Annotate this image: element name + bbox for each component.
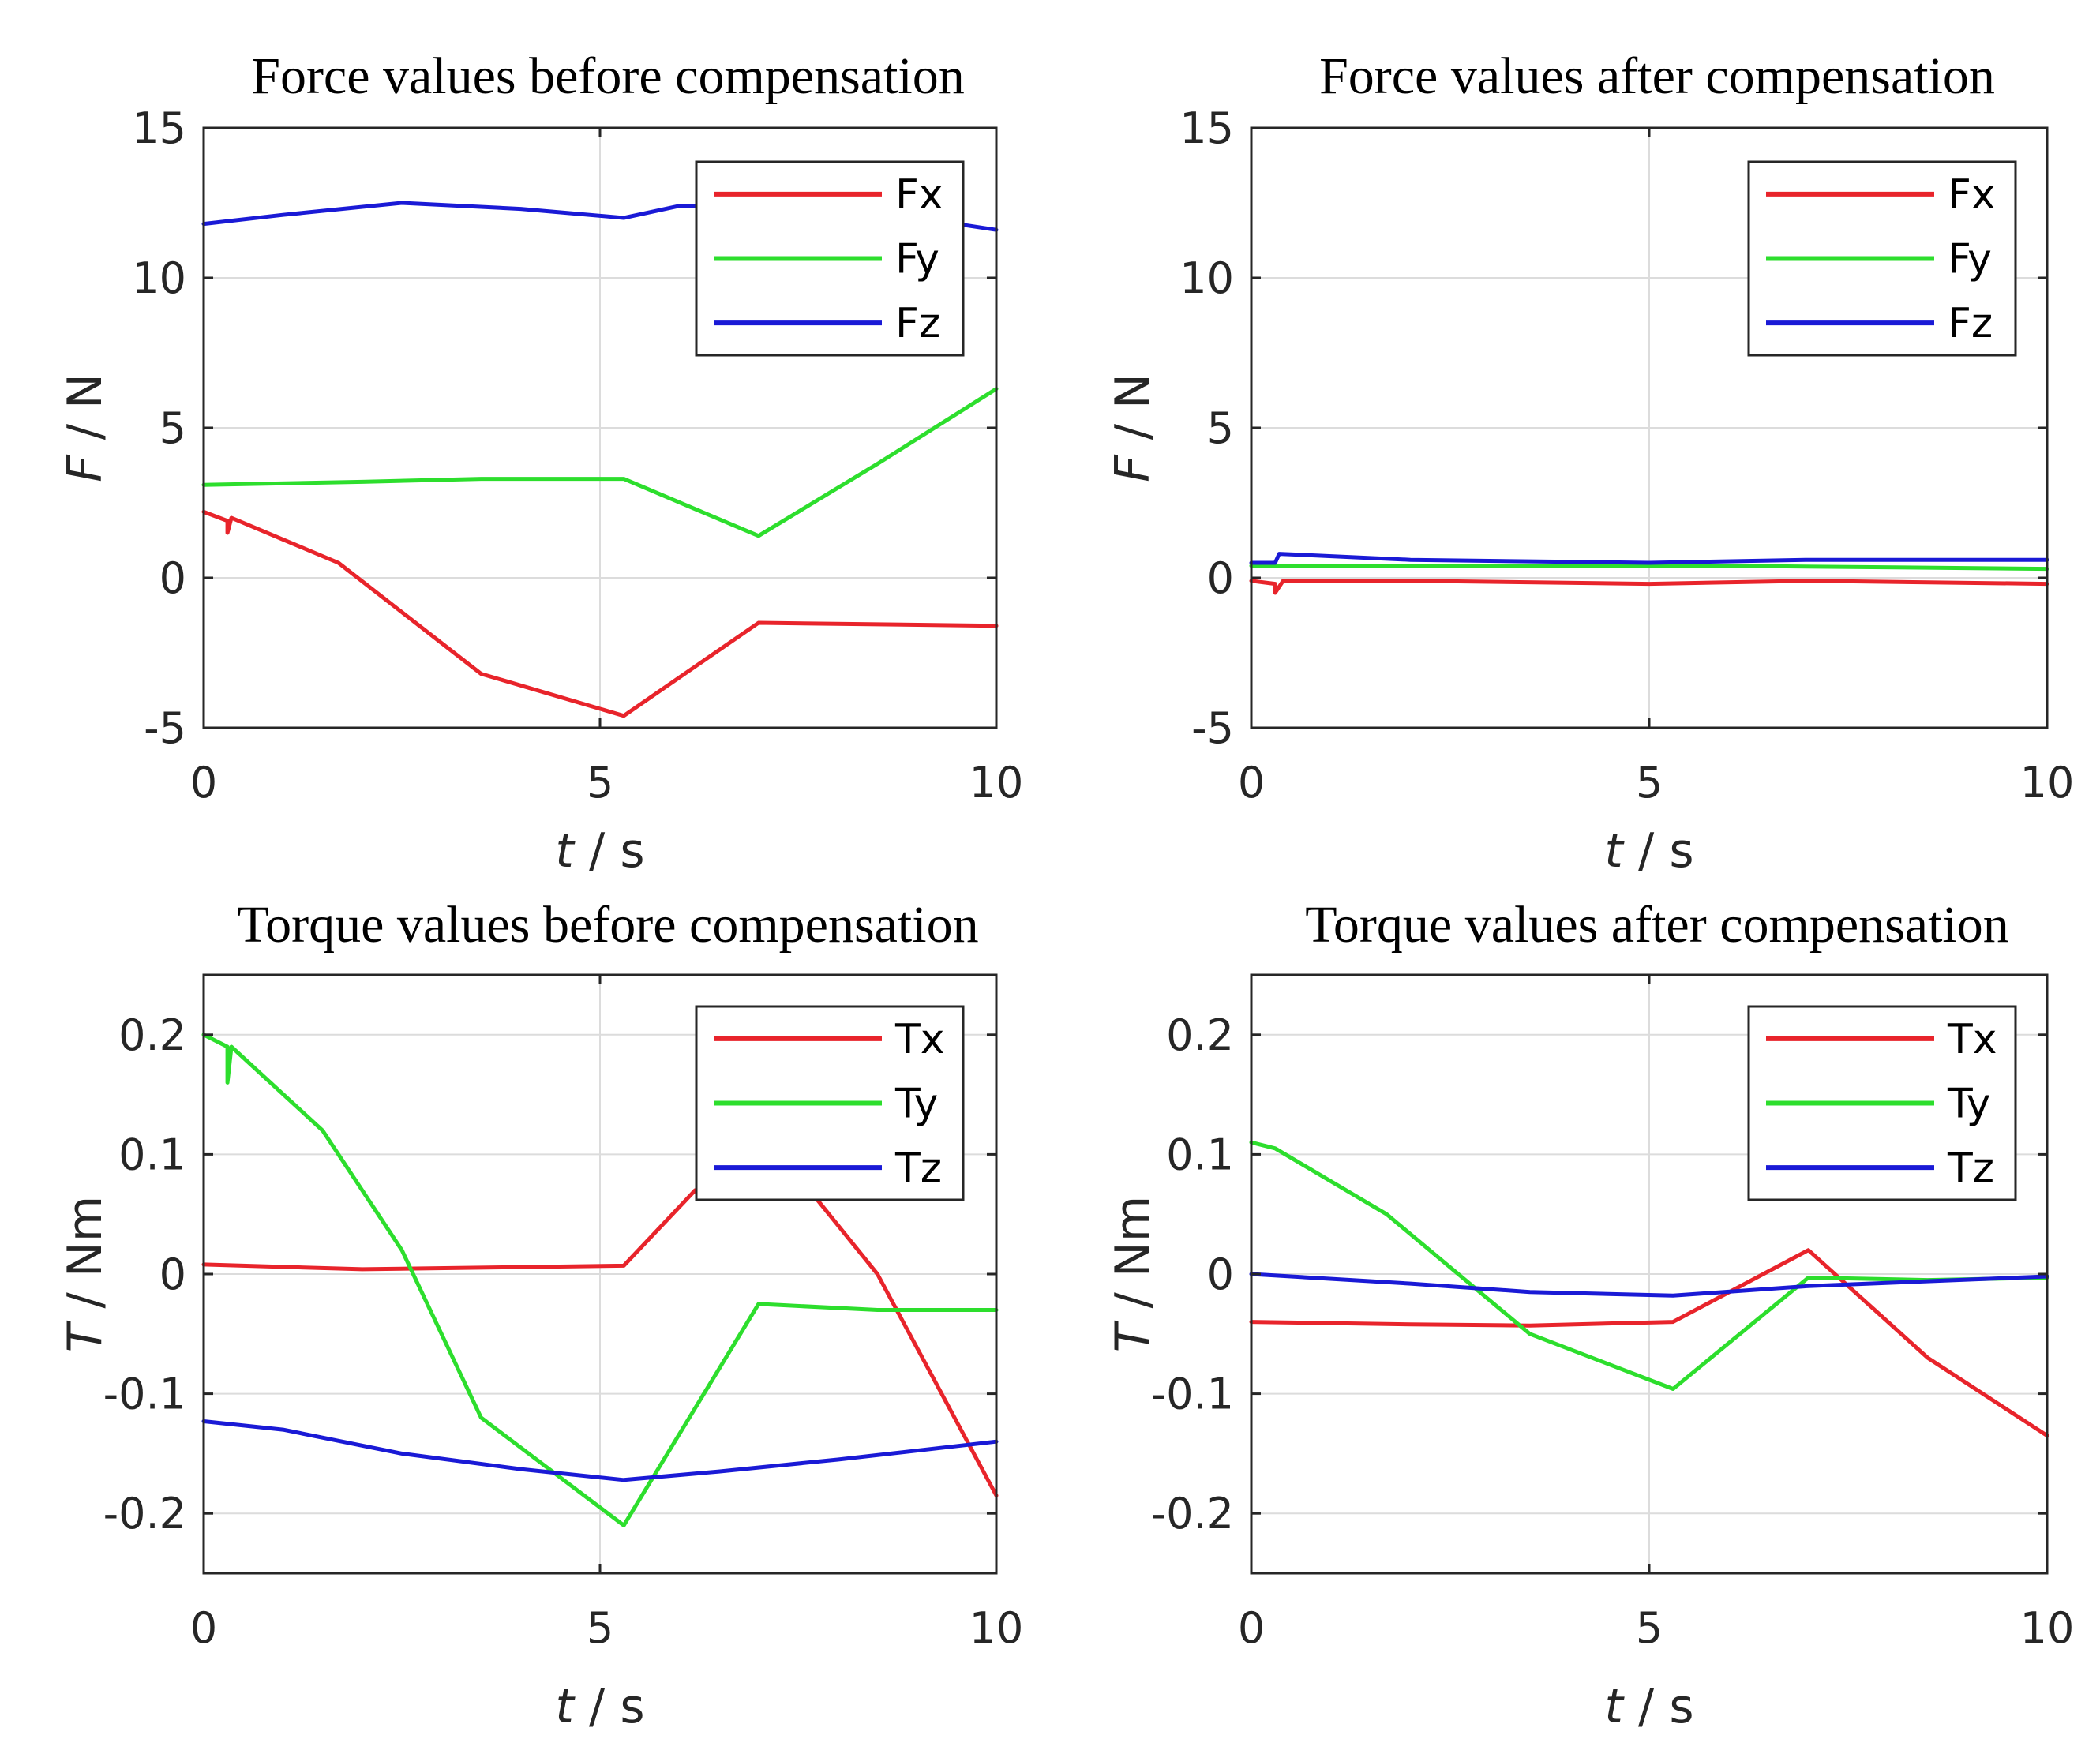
legend-label-fz: Fz	[895, 300, 940, 347]
x-tick-label: 10	[969, 1603, 1024, 1653]
y-axis-label: F / N	[1105, 373, 1161, 482]
chart-title: Force values after compensation	[1319, 47, 1995, 105]
x-axis-unit: / s	[574, 1679, 645, 1734]
legend: Tx Ty Tz	[695, 1005, 965, 1201]
legend-label-ty: Ty	[894, 1081, 938, 1128]
y-tick-label: 0	[1207, 553, 1234, 603]
x-axis-label: t / s	[555, 823, 644, 879]
y-axis-label: F / N	[58, 373, 113, 482]
chart-panel-3: 0 5 10 -0.2 -0.1 0 0.1 0.2 Torque values before …	[58, 896, 1023, 1734]
chart-title: Torque values before compensation	[237, 896, 978, 954]
y-axis-variable: F	[1105, 454, 1161, 482]
legend: Fx Fy Fz	[1747, 160, 2017, 357]
series-line-ty	[201, 1033, 999, 1527]
x-tick-label: 0	[1238, 1603, 1265, 1653]
y-tick-label: 5	[159, 403, 186, 453]
y-tick-label: 0.2	[1166, 1010, 1234, 1060]
y-tick-label: 0.2	[118, 1010, 186, 1060]
x-tick-label: 0	[190, 1603, 217, 1653]
x-axis-unit: / s	[1623, 1679, 1694, 1734]
x-tick-label: 5	[587, 758, 613, 808]
x-tick-label: 10	[2020, 758, 2075, 808]
x-axis-variable: t	[1604, 1679, 1625, 1734]
series-line-ty	[1249, 1140, 2049, 1391]
legend-label-fy: Fy	[1948, 236, 1992, 283]
x-axis-unit: / s	[574, 823, 645, 879]
series-line-tz	[201, 1419, 999, 1482]
x-tick-label: 5	[1636, 1603, 1663, 1653]
y-tick-label: -0.2	[103, 1489, 186, 1538]
y-tick-label: 0	[159, 1250, 186, 1299]
y-axis-label: T / Nm	[58, 1196, 113, 1352]
y-tick-label: 10	[1179, 253, 1234, 303]
x-axis-label: t / s	[555, 1679, 644, 1734]
chart-panel-4: 0 5 10 -0.2 -0.1 0 0.1 0.2 Torque values after c…	[1105, 896, 2074, 1734]
series-line-fx	[1249, 579, 2049, 595]
y-tick-label: 0	[159, 553, 186, 603]
legend-label-tx: Tx	[1947, 1016, 1997, 1063]
y-tick-label: 10	[132, 253, 186, 303]
series-line-fx	[201, 509, 999, 718]
series-line-tx	[1249, 1248, 2049, 1438]
legend-label-ty: Ty	[1947, 1081, 1990, 1128]
y-tick-label: -0.1	[103, 1370, 186, 1419]
y-axis-variable: F	[58, 454, 113, 482]
x-tick-label: 0	[190, 758, 217, 808]
x-axis-unit: / s	[1623, 823, 1694, 879]
x-axis-label: t / s	[1604, 823, 1693, 879]
x-tick-label: 10	[969, 758, 1024, 808]
legend-label-fy: Fy	[895, 236, 939, 283]
y-axis-variable: T	[1105, 1320, 1161, 1352]
series-line-fz	[1249, 552, 2049, 565]
y-tick-label: -5	[144, 703, 186, 753]
y-axis-variable: T	[58, 1320, 113, 1352]
legend-label-fz: Fz	[1948, 300, 1993, 347]
y-axis-unit: / Nm	[58, 1196, 113, 1324]
y-tick-label: 15	[1179, 103, 1234, 153]
legend-label-tx: Tx	[894, 1016, 945, 1063]
x-axis-variable: t	[555, 823, 576, 879]
series-line-tz	[1249, 1272, 2049, 1298]
legend-label-tz: Tz	[1947, 1145, 1994, 1192]
legend-label-fx: Fx	[1948, 171, 1996, 219]
x-tick-label: 5	[1636, 758, 1663, 808]
series-line-fy	[1249, 564, 2049, 572]
legend-label-tz: Tz	[894, 1145, 942, 1192]
chart-title: Torque values after compensation	[1305, 896, 2009, 954]
x-axis-label: t / s	[1604, 1679, 1693, 1734]
series-line-fy	[201, 387, 999, 538]
y-tick-label: 0.1	[1166, 1130, 1234, 1179]
y-tick-label: 5	[1207, 403, 1234, 453]
y-axis-unit: / Nm	[1105, 1196, 1161, 1324]
y-tick-label: 15	[132, 103, 186, 153]
y-tick-label: 0	[1207, 1250, 1234, 1299]
chart-title: Force values before compensation	[251, 47, 965, 105]
legend-label-fx: Fx	[895, 171, 943, 219]
y-axis-unit: / N	[1105, 373, 1161, 455]
x-axis-variable: t	[555, 1679, 576, 1734]
y-tick-label: 0.1	[118, 1130, 186, 1179]
x-axis-variable: t	[1604, 823, 1625, 879]
y-tick-label: -0.2	[1151, 1489, 1234, 1538]
y-tick-label: -0.1	[1151, 1370, 1234, 1419]
legend: Tx Ty Tz	[1747, 1005, 2017, 1201]
x-tick-label: 5	[587, 1603, 613, 1653]
x-tick-label: 0	[1238, 758, 1265, 808]
y-tick-label: -5	[1191, 703, 1234, 753]
y-axis-label: T / Nm	[1105, 1196, 1161, 1352]
legend: Fx Fy Fz	[695, 160, 965, 357]
x-tick-label: 10	[2020, 1603, 2075, 1653]
y-axis-unit: / N	[58, 373, 113, 455]
